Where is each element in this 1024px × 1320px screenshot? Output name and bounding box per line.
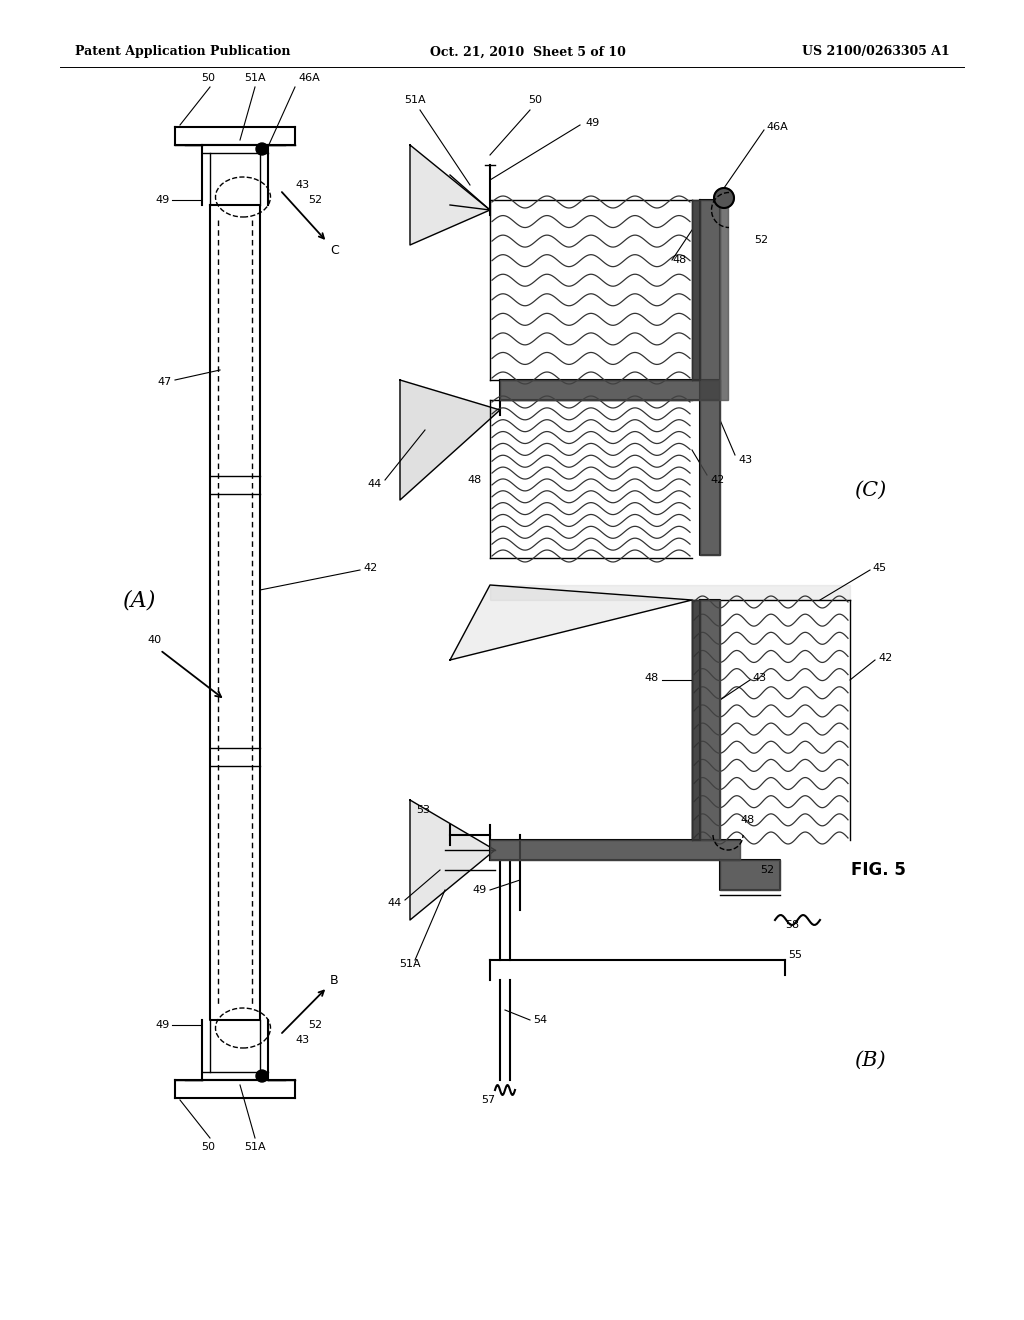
Text: 48: 48 [673, 255, 687, 265]
Polygon shape [720, 201, 728, 400]
Polygon shape [450, 585, 692, 660]
Polygon shape [700, 201, 720, 554]
Polygon shape [720, 861, 780, 890]
Text: 43: 43 [738, 455, 752, 465]
Text: 42: 42 [710, 475, 724, 484]
Text: FIG. 5: FIG. 5 [851, 861, 905, 879]
Polygon shape [490, 840, 740, 861]
Text: Patent Application Publication: Patent Application Publication [75, 45, 291, 58]
Text: 43: 43 [295, 1035, 309, 1045]
Polygon shape [410, 800, 495, 920]
Text: C: C [282, 191, 339, 256]
Polygon shape [400, 380, 500, 500]
Text: 50: 50 [201, 1142, 215, 1152]
Text: 50: 50 [528, 95, 542, 106]
Polygon shape [500, 380, 720, 400]
Polygon shape [410, 145, 490, 246]
Polygon shape [490, 585, 850, 601]
Text: 58: 58 [785, 920, 799, 931]
Text: 48: 48 [468, 475, 482, 484]
Text: 52: 52 [754, 235, 768, 246]
Text: 47: 47 [158, 378, 172, 387]
Text: 42: 42 [878, 653, 892, 663]
Text: 53: 53 [416, 805, 430, 814]
Text: 52: 52 [308, 1020, 323, 1030]
Text: 49: 49 [585, 117, 599, 128]
Circle shape [256, 1071, 268, 1082]
Text: 57: 57 [481, 1096, 495, 1105]
Text: 42: 42 [362, 564, 377, 573]
Text: 51A: 51A [244, 73, 266, 83]
Text: 52: 52 [760, 865, 774, 875]
Text: 43: 43 [295, 180, 309, 190]
Text: 49: 49 [156, 195, 170, 205]
Text: 44: 44 [368, 479, 382, 488]
Text: US 2100/0263305 A1: US 2100/0263305 A1 [802, 45, 950, 58]
Circle shape [714, 187, 734, 209]
Text: 43: 43 [752, 673, 766, 682]
Text: 46A: 46A [298, 73, 319, 83]
Text: 44: 44 [388, 898, 402, 908]
Text: (A): (A) [123, 589, 157, 611]
Text: Oct. 21, 2010  Sheet 5 of 10: Oct. 21, 2010 Sheet 5 of 10 [430, 45, 626, 58]
Polygon shape [692, 201, 700, 380]
Text: 48: 48 [740, 814, 755, 825]
Circle shape [256, 143, 268, 154]
Text: 55: 55 [788, 950, 802, 960]
Text: 54: 54 [534, 1015, 547, 1026]
Text: 51A: 51A [404, 95, 426, 106]
Text: 45: 45 [872, 564, 886, 573]
Text: (C): (C) [854, 480, 886, 499]
Text: 48: 48 [645, 673, 659, 682]
Text: 40: 40 [147, 635, 162, 645]
Text: 50: 50 [201, 73, 215, 83]
Polygon shape [700, 601, 720, 840]
Text: 46A: 46A [766, 121, 787, 132]
Text: 52: 52 [308, 195, 323, 205]
Text: (B): (B) [854, 1051, 886, 1069]
Text: 51A: 51A [244, 1142, 266, 1152]
Text: 49: 49 [473, 884, 487, 895]
Text: 49: 49 [156, 1020, 170, 1030]
Text: B: B [282, 974, 339, 1034]
Polygon shape [692, 601, 700, 840]
Text: 51A: 51A [399, 960, 421, 969]
